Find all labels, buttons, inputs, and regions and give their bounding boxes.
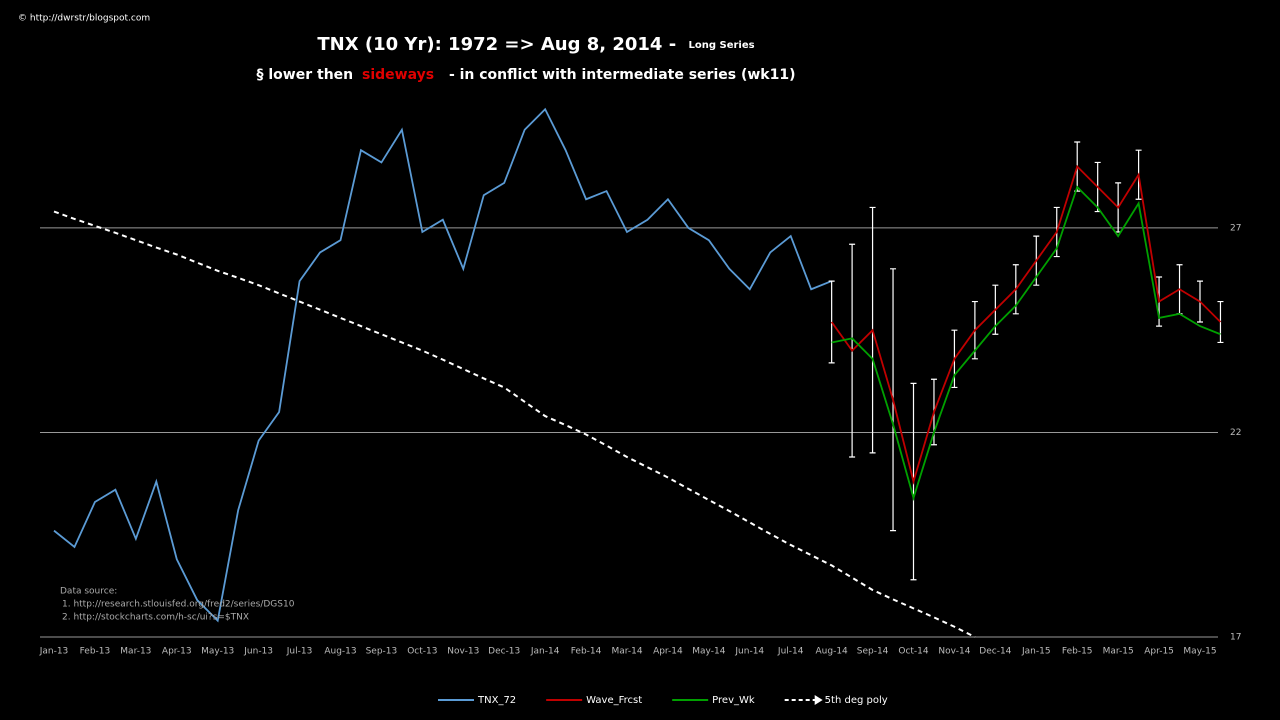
y-tick-label: 27 bbox=[1230, 223, 1241, 233]
x-tick-label: Jul-13 bbox=[286, 647, 313, 657]
x-tick-label: Dec-13 bbox=[488, 647, 520, 657]
x-tick-label: Aug-13 bbox=[324, 647, 356, 657]
note: Data source: bbox=[60, 587, 117, 597]
x-tick-label: Feb-14 bbox=[571, 647, 602, 657]
series-group bbox=[53, 107, 1224, 638]
x-tick-label: Apr-15 bbox=[1144, 647, 1174, 657]
x-tick-label: Jun-14 bbox=[734, 647, 764, 657]
title-note: Long Series bbox=[688, 40, 754, 51]
x-tick-label: Feb-13 bbox=[80, 647, 111, 657]
legend-arrow bbox=[814, 695, 823, 705]
y-tick-label: 17 bbox=[1230, 633, 1241, 643]
x-tick-label: Dec-14 bbox=[979, 647, 1011, 657]
credit: © http://dwrstr/blogspot.com bbox=[18, 14, 150, 24]
x-tick-label: Mar-13 bbox=[120, 647, 151, 657]
x-tick-label: Oct-14 bbox=[898, 647, 929, 657]
x-tick-label: Jun-13 bbox=[243, 647, 273, 657]
x-tick-label: Mar-15 bbox=[1103, 647, 1134, 657]
y-tick-label: 22 bbox=[1230, 428, 1241, 438]
x-tick-label: Nov-14 bbox=[938, 647, 970, 657]
x-tick-label: Jul-14 bbox=[777, 647, 804, 657]
subtitle: § lower then sideways - in conflict with… bbox=[257, 67, 796, 83]
x-tick-label: Jan-14 bbox=[530, 647, 560, 657]
x-tick-label: Apr-14 bbox=[653, 647, 683, 657]
x-tick-label: Oct-13 bbox=[407, 647, 437, 657]
legend: TNX_72 Wave_Frcst Prev_Wk 5th deg poly bbox=[438, 695, 888, 706]
x-tick-label: Mar-14 bbox=[611, 647, 642, 657]
note: 1. http://research.stlouisfed.org/fred2/… bbox=[62, 600, 295, 610]
note: 2. http://stockcharts.com/h-sc/ui?s=$TNX bbox=[62, 613, 249, 623]
notes: Data source: 1. http://research.stlouisf… bbox=[60, 587, 295, 623]
plot bbox=[40, 107, 1224, 638]
x-tick-label: Nov-13 bbox=[447, 647, 479, 657]
x-tick-label: Aug-14 bbox=[816, 647, 849, 657]
x-tick-label: May-13 bbox=[201, 647, 234, 657]
subtitle-part: § lower then bbox=[257, 67, 354, 83]
x-tick-label: Jan-15 bbox=[1021, 647, 1051, 657]
series-line bbox=[831, 185, 1221, 502]
x-tick-label: Sep-14 bbox=[857, 647, 889, 657]
series-line bbox=[830, 164, 1222, 485]
subtitle-part: - in conflict with intermediate series (… bbox=[449, 67, 796, 83]
series-line bbox=[53, 107, 832, 623]
legend-label: Prev_Wk bbox=[712, 695, 755, 706]
legend-label: TNX_72 bbox=[477, 695, 516, 706]
x-tick-label: Jan-13 bbox=[39, 647, 69, 657]
x-tick-label: Feb-15 bbox=[1062, 647, 1093, 657]
x-tick-label: May-14 bbox=[692, 647, 725, 657]
series-line bbox=[53, 210, 976, 638]
x-tick-label: May-15 bbox=[1183, 647, 1216, 657]
legend-label: 5th deg poly bbox=[825, 695, 888, 706]
x-tick-label: Sep-13 bbox=[366, 647, 398, 657]
subtitle-highlight: sideways bbox=[362, 67, 434, 83]
title-main: TNX (10 Yr): 1972 => Aug 8, 2014 - bbox=[317, 34, 676, 55]
x-tick-label: Apr-13 bbox=[162, 647, 192, 657]
chart-title: TNX (10 Yr): 1972 => Aug 8, 2014 - Long … bbox=[317, 34, 754, 55]
legend-label: Wave_Frcst bbox=[586, 695, 642, 706]
